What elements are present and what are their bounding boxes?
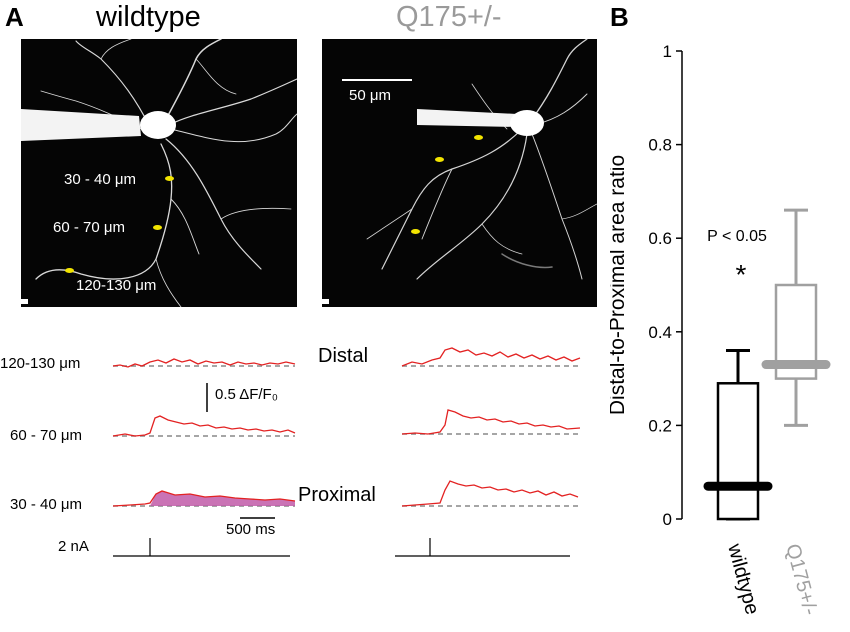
y-tick-label-2: 0.4 — [648, 323, 672, 342]
q175-trace-distal — [401, 347, 581, 367]
panel-b-letter: B — [610, 2, 629, 32]
q175-trace-mid — [401, 409, 581, 435]
y-axis-label: Distal-to-Proximal area ratio — [610, 155, 629, 415]
y-tick-label-1: 0.2 — [648, 416, 672, 435]
box-q175--category-label: Q175+/- — [781, 542, 821, 618]
wt-trace-proximal — [112, 490, 296, 507]
trace-label-120-130: 120-130 μm — [0, 355, 81, 372]
box-plot: 0 0.2 0.4 0.6 0.8 1 wildtype Q175+/- Distal-to… — [610, 42, 831, 618]
box-wildtype-iqr — [716, 382, 760, 521]
distal-label: Distal — [318, 345, 369, 367]
q175-stimulus — [395, 538, 570, 557]
y-tick-label-0: 0 — [663, 510, 672, 529]
wt-label-120-130: 120-130 μm — [76, 277, 157, 294]
y-axis: 0 0.2 0.4 0.6 0.8 1 — [648, 42, 683, 529]
wildtype-title: wildtype — [96, 1, 201, 33]
wt-trace-mid — [112, 415, 296, 437]
marker-60-70 — [153, 225, 162, 230]
q175-scale-label: 50 μm — [349, 87, 391, 104]
stim-label: 2 nA — [58, 538, 89, 555]
trace-label-60-70: 60 - 70 μm — [10, 427, 83, 444]
box-groups: wildtype Q175+/- — [703, 208, 831, 618]
y-tick-label-3: 0.6 — [648, 229, 672, 248]
p-value-label: P < 0.05 — [707, 228, 767, 245]
trace-label-30-40: 30 - 40 μm — [10, 496, 83, 513]
q175-neuron-drawing — [322, 39, 597, 304]
wt-proximal-fill — [113, 491, 295, 506]
wt-label-60-70: 60 - 70 μm — [53, 219, 126, 236]
time-scale-label: 500 ms — [226, 521, 276, 538]
q175-micrograph: 50 μm — [322, 39, 597, 307]
q175-marker-mid — [435, 157, 444, 162]
y-tick-label-5: 1 — [663, 42, 672, 61]
q175-marker-distal — [411, 229, 420, 234]
df-scale-label: 0.5 ΔF/F₀ — [215, 386, 278, 403]
significance-star: * — [736, 259, 747, 290]
wt-label-30-40: 30 - 40 μm — [64, 171, 137, 188]
calcium-traces — [112, 347, 581, 557]
q175-scale-bar — [342, 79, 412, 81]
box-wildtype-category-label: wildtype — [723, 541, 763, 617]
wt-trace-distal — [112, 358, 296, 368]
panel-a-letter: A — [5, 2, 24, 32]
proximal-label: Proximal — [298, 484, 376, 506]
wildtype-micrograph: 30 - 40 μm 60 - 70 μm 120-130 μm — [21, 39, 297, 307]
marker-30-40 — [165, 176, 174, 181]
marker-120-130 — [65, 268, 74, 273]
q175-marker-proximal — [474, 135, 483, 140]
q175-trace-proximal — [401, 480, 579, 507]
q175-title: Q175+/- — [396, 1, 502, 33]
y-tick-label-4: 0.8 — [648, 136, 672, 155]
wildtype-neuron-drawing — [21, 39, 297, 307]
wt-stimulus — [113, 538, 290, 557]
